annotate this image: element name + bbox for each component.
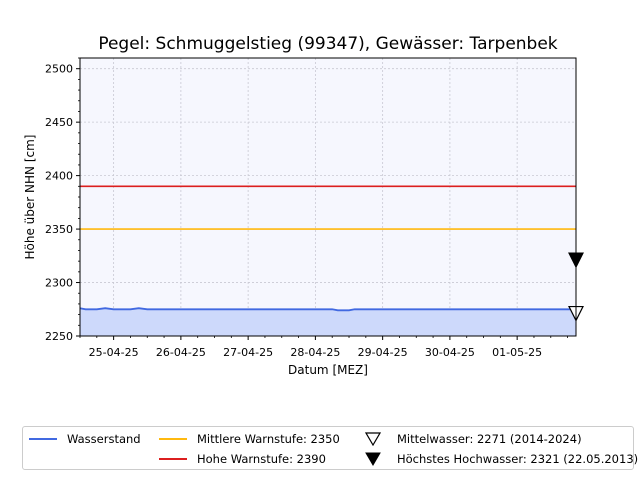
legend-label: Mittelwasser: 2271 (2014-2024): [397, 432, 582, 446]
legend-line-icon: [157, 452, 189, 466]
series-wasserstand: [79, 307, 576, 312]
y-tick-label: 2500: [45, 63, 73, 76]
legend-item-hoechstes-hochwasser: Höchstes Hochwasser: 2321 (22.05.2013): [357, 452, 638, 466]
y-tick-label: 2350: [45, 223, 73, 236]
x-tick-label: 28-04-25: [290, 346, 340, 359]
legend-label: Wasserstand: [67, 432, 141, 446]
y-tick-label: 2450: [45, 116, 73, 129]
x-tick-label: 25-04-25: [89, 346, 139, 359]
y-axis-label: Höhe über NHN [cm]: [23, 135, 37, 260]
filled-triangle-icon: [357, 452, 389, 466]
legend-line-icon: [27, 432, 59, 446]
x-tick-label: 27-04-25: [223, 346, 273, 359]
legend: Wasserstand Mittlere Warnstufe: 2350 Hoh…: [22, 426, 638, 470]
y-tick-label: 2400: [45, 170, 73, 183]
legend-label: Hohe Warnstufe: 2390: [197, 452, 326, 466]
x-tick-label: 29-04-25: [358, 346, 408, 359]
x-axis-ticks: 25-04-25 26-04-25 27-04-25 28-04-25 29-04-25…: [79, 336, 568, 359]
legend-item-hohe-warnstufe: Hohe Warnstufe: 2390: [157, 452, 326, 466]
legend-label: Mittlere Warnstufe: 2350: [197, 432, 340, 446]
water-level-area: [80, 308, 576, 336]
legend-item-mittelwasser: Mittelwasser: 2271 (2014-2024): [357, 432, 582, 446]
series-lines: [79, 185, 576, 312]
chart-title: Pegel: Schmuggelstieg (99347), Gewässer:…: [98, 34, 557, 54]
legend-item-mittlere-warnstufe: Mittlere Warnstufe: 2350: [157, 432, 340, 446]
y-tick-label: 2250: [45, 330, 73, 343]
legend-label: Höchstes Hochwasser: 2321 (22.05.2013): [397, 452, 639, 466]
water-level-fill: [80, 308, 576, 336]
x-tick-label: 30-04-25: [425, 346, 475, 359]
x-tick-label: 26-04-25: [156, 346, 206, 359]
y-tick-label: 2300: [45, 277, 73, 290]
x-axis-label: Datum [MEZ]: [288, 363, 368, 377]
open-triangle-icon: [357, 432, 389, 446]
legend-line-icon: [157, 432, 189, 446]
y-axis-ticks: 2250 2300 2350 2400 2450 2500: [45, 57, 80, 343]
legend-item-wasserstand: Wasserstand: [27, 432, 141, 446]
x-tick-label: 01-05-25: [492, 346, 542, 359]
plot-background: [80, 58, 576, 336]
